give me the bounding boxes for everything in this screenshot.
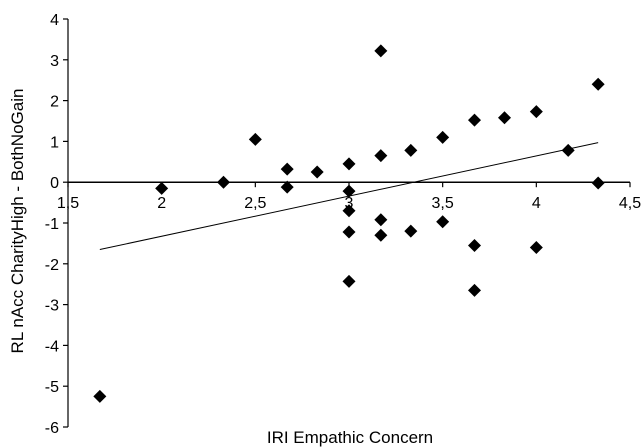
data-point (404, 143, 418, 157)
data-point (342, 157, 356, 171)
x-tick-label: 2 (157, 195, 166, 212)
x-axis-title: IRI Empathic Concern (267, 428, 433, 447)
y-axis-title: RL nAcc CharityHigh - BothNoGain (8, 89, 27, 354)
data-point (468, 283, 482, 297)
y-tick-label: -3 (45, 298, 59, 315)
data-point (468, 113, 482, 127)
y-tick-label: 0 (50, 175, 59, 192)
data-point (280, 162, 294, 176)
data-point (310, 165, 324, 179)
y-tick-label: -5 (45, 379, 59, 396)
data-point (436, 215, 450, 229)
x-tick-label: 4 (532, 195, 541, 212)
data-point (468, 238, 482, 252)
data-point (404, 224, 418, 238)
data-point (591, 77, 605, 91)
data-point (342, 184, 356, 198)
data-point (374, 228, 388, 242)
data-point (248, 132, 262, 146)
x-tick-label: 3 (345, 195, 354, 212)
y-tick-label: -6 (45, 420, 59, 437)
data-point (374, 149, 388, 163)
data-point (374, 213, 388, 227)
y-ticks: 4 3 2 1 0 -1 -2 -3 -4 -5 -6 (45, 12, 68, 437)
data-point (342, 204, 356, 218)
data-point (436, 130, 450, 144)
x-tick-label: 2,5 (244, 195, 266, 212)
x-tick-label: 1,5 (57, 195, 79, 212)
data-point (497, 111, 511, 125)
data-point (216, 175, 230, 189)
data-point (591, 176, 605, 190)
y-tick-label: 2 (50, 94, 59, 111)
data-point (155, 181, 169, 195)
x-ticks: 1,5 2 2,5 3 3,5 4 4,5 (57, 182, 641, 212)
y-tick-label: -1 (45, 216, 59, 233)
data-point (342, 274, 356, 288)
data-point (529, 105, 543, 119)
y-tick-label: 3 (50, 53, 59, 70)
data-points (93, 44, 605, 403)
data-point (529, 240, 543, 254)
data-point (374, 44, 388, 58)
data-point (93, 389, 107, 403)
x-tick-label: 4,5 (619, 195, 641, 212)
data-point (342, 225, 356, 239)
data-point (561, 143, 575, 157)
y-tick-label: 1 (50, 134, 59, 151)
y-tick-label: -2 (45, 257, 59, 274)
y-tick-label: -4 (45, 338, 59, 355)
data-point (280, 180, 294, 194)
y-tick-label: 4 (50, 12, 59, 29)
x-tick-label: 3,5 (432, 195, 454, 212)
